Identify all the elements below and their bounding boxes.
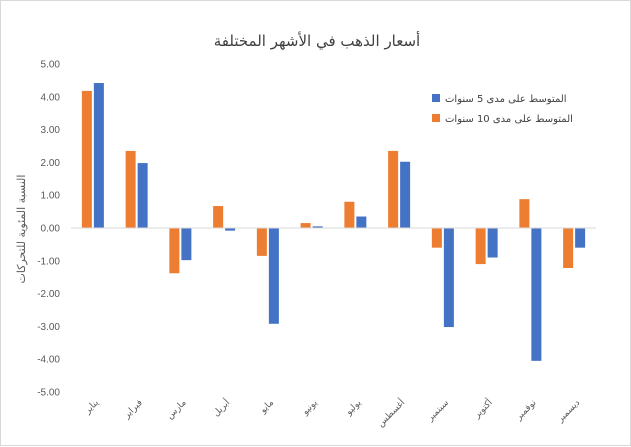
y-tick-label: -3.00 <box>37 322 60 333</box>
bar-five-year <box>312 226 323 228</box>
y-tick-label: -4.00 <box>37 355 60 366</box>
bar-five-year <box>356 216 367 228</box>
legend-swatch <box>432 94 440 102</box>
y-tick-label: 2.00 <box>41 158 61 169</box>
legend-swatch <box>432 114 440 122</box>
bar-series <box>81 83 586 361</box>
y-tick-label: -5.00 <box>37 388 60 399</box>
bar-ten-year <box>563 228 574 269</box>
bar-ten-year <box>475 228 486 265</box>
y-axis-ticks: 5.00 4.00 3.00 2.00 1.00 0.00 -1.00 -2.00 -3.00 -… <box>37 60 60 399</box>
bar-five-year <box>137 163 148 228</box>
bar-five-year <box>443 228 454 328</box>
x-tick-label: مارس <box>165 398 188 421</box>
y-tick-label: 1.00 <box>41 191 61 202</box>
bar-ten-year <box>344 201 355 228</box>
x-axis-labels: يناير فبراير مارس أبريل مايو يونيو يوليو أغسطس س… <box>82 397 582 430</box>
legend-label: المتوسط على مدى 5 سنوات <box>445 94 567 105</box>
x-tick-label: نوفمبر <box>514 398 539 423</box>
y-tick-label: 4.00 <box>41 92 61 103</box>
bar-ten-year <box>256 228 267 256</box>
x-tick-label: ديسمبر <box>555 398 582 425</box>
chart-title: أسعار الذهب في الأشهر المختلفة <box>214 31 420 51</box>
legend-label: المتوسط على مدى 10 سنوات <box>445 114 573 125</box>
bar-ten-year <box>169 228 180 274</box>
bar-five-year <box>93 83 104 228</box>
bar-ten-year <box>213 206 224 228</box>
bar-ten-year <box>519 199 530 228</box>
bar-five-year <box>268 228 279 324</box>
y-tick-label: 0.00 <box>41 224 61 235</box>
bar-ten-year <box>300 223 311 228</box>
legend: المتوسط على مدى 5 سنوات المتوسط على مدى 1… <box>432 94 573 125</box>
x-tick-label: يناير <box>82 398 101 417</box>
bar-five-year <box>225 228 236 231</box>
y-tick-label: 5.00 <box>41 60 61 71</box>
bar-five-year <box>181 228 192 261</box>
x-tick-label: سبتمبر <box>425 398 451 424</box>
x-tick-label: أغسطس <box>375 397 408 430</box>
bar-five-year <box>487 228 498 258</box>
x-tick-label: فبراير <box>121 398 144 421</box>
x-tick-label: أكتوبر <box>470 397 494 421</box>
bar-ten-year <box>125 150 136 228</box>
x-tick-label: مايو <box>258 398 276 416</box>
bar-five-year <box>575 228 586 248</box>
bar-five-year <box>400 161 411 228</box>
bar-ten-year <box>388 150 399 228</box>
y-tick-label: 3.00 <box>41 125 61 136</box>
y-tick-label: -2.00 <box>37 289 60 300</box>
bar-five-year <box>531 228 542 361</box>
y-axis-label: النسبة المئوية للتحركات <box>15 175 28 284</box>
x-tick-label: يونيو <box>300 398 320 418</box>
x-tick-label: أبريل <box>210 397 232 419</box>
x-tick-label: يوليو <box>344 398 364 418</box>
bar-ten-year <box>431 228 442 248</box>
y-tick-label: -1.00 <box>37 256 60 267</box>
bar-ten-year <box>81 90 92 229</box>
